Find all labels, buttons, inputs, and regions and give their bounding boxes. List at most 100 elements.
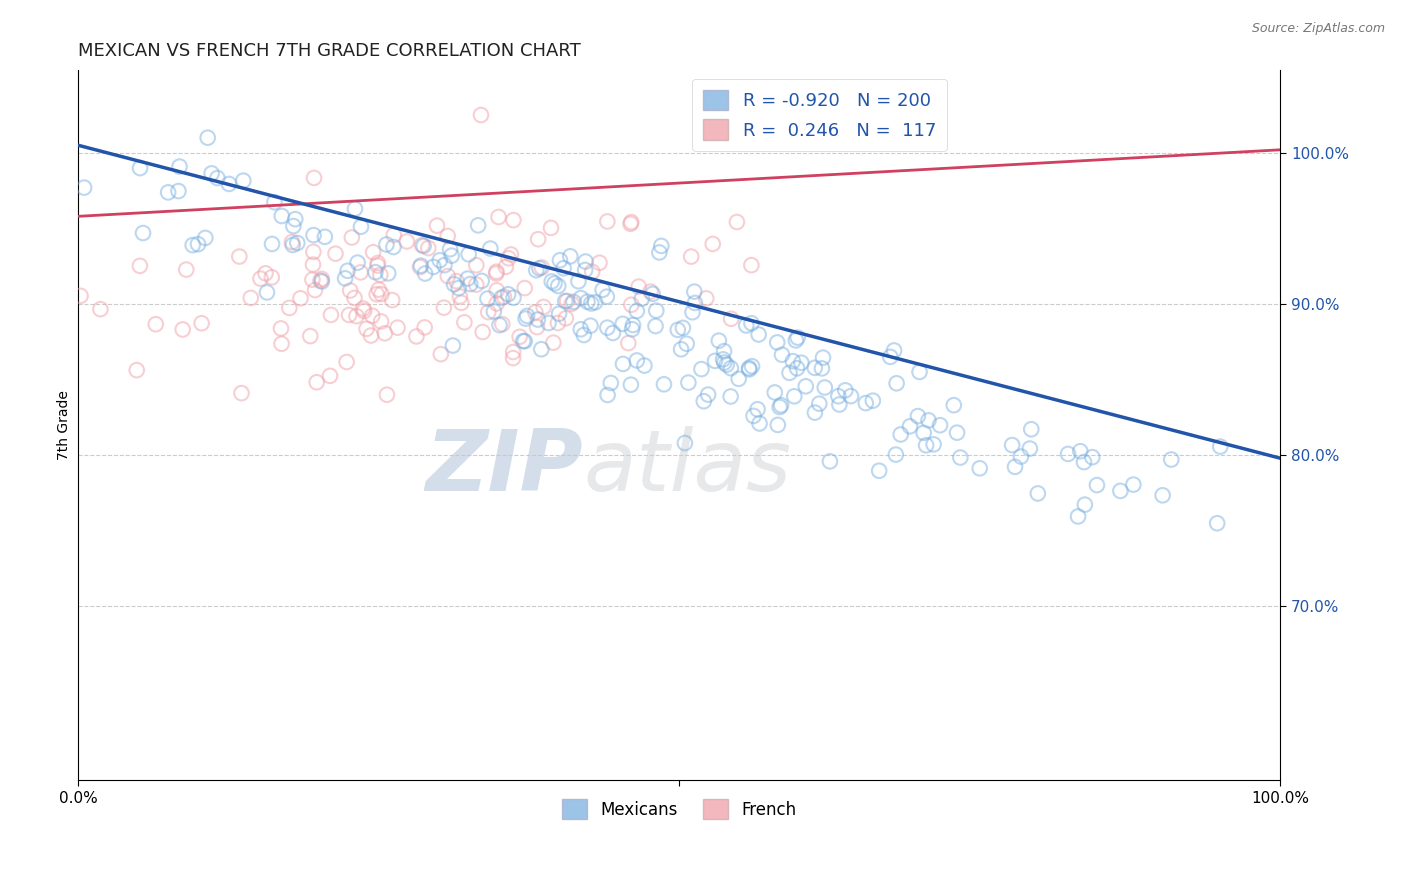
Point: [285, 235, 308, 250]
Point: [1085, 478, 1108, 492]
Point: [305, 376, 328, 390]
Point: [429, 253, 451, 268]
Point: [411, 238, 433, 252]
Point: [346, 309, 368, 323]
Legend: Mexicans, French: Mexicans, French: [555, 793, 803, 825]
Point: [619, 217, 641, 231]
Point: [302, 244, 325, 259]
Point: [197, 130, 219, 145]
Point: [720, 390, 742, 404]
Point: [512, 334, 534, 348]
Point: [270, 209, 292, 223]
Point: [485, 283, 508, 297]
Text: MEXICAN VS FRENCH 7TH GRADE CORRELATION CHART: MEXICAN VS FRENCH 7TH GRADE CORRELATION …: [79, 42, 581, 60]
Point: [626, 353, 648, 368]
Point: [648, 245, 671, 260]
Point: [449, 289, 471, 303]
Point: [626, 304, 648, 318]
Point: [281, 238, 304, 252]
Point: [526, 320, 548, 334]
Point: [513, 281, 536, 295]
Point: [644, 319, 666, 334]
Point: [879, 350, 901, 364]
Point: [270, 336, 292, 351]
Point: [395, 235, 418, 249]
Point: [747, 402, 769, 417]
Point: [471, 274, 494, 288]
Point: [167, 184, 190, 198]
Point: [537, 316, 560, 330]
Point: [336, 264, 359, 278]
Point: [529, 261, 551, 276]
Point: [1019, 422, 1042, 436]
Point: [485, 265, 508, 279]
Point: [370, 314, 392, 328]
Point: [409, 260, 432, 274]
Point: [569, 322, 592, 336]
Point: [129, 161, 152, 175]
Point: [704, 354, 727, 368]
Point: [340, 230, 363, 244]
Point: [554, 311, 576, 326]
Point: [1004, 459, 1026, 474]
Point: [543, 277, 565, 291]
Point: [763, 385, 786, 400]
Point: [592, 283, 614, 297]
Point: [502, 213, 524, 227]
Point: [360, 328, 382, 343]
Point: [488, 318, 510, 333]
Point: [547, 316, 569, 330]
Point: [693, 394, 716, 409]
Point: [922, 437, 945, 451]
Point: [621, 322, 644, 336]
Point: [620, 215, 643, 229]
Point: [339, 284, 361, 298]
Point: [367, 256, 389, 270]
Point: [738, 361, 761, 376]
Point: [770, 398, 793, 412]
Point: [457, 247, 479, 261]
Point: [1152, 488, 1174, 502]
Point: [495, 260, 517, 274]
Point: [309, 274, 332, 288]
Point: [302, 258, 325, 272]
Point: [89, 302, 111, 317]
Point: [627, 279, 650, 293]
Point: [697, 387, 720, 401]
Point: [502, 351, 524, 365]
Point: [436, 229, 458, 244]
Point: [125, 363, 148, 377]
Point: [433, 301, 456, 315]
Point: [1001, 438, 1024, 452]
Point: [218, 177, 240, 191]
Point: [228, 250, 250, 264]
Point: [1067, 509, 1090, 524]
Point: [499, 247, 522, 261]
Point: [530, 260, 553, 275]
Point: [270, 321, 292, 335]
Point: [482, 304, 505, 318]
Point: [491, 291, 513, 305]
Point: [350, 219, 373, 234]
Point: [827, 389, 849, 403]
Point: [808, 397, 831, 411]
Text: ZIP: ZIP: [426, 426, 583, 509]
Point: [157, 186, 180, 200]
Point: [554, 294, 576, 309]
Point: [145, 317, 167, 331]
Point: [1109, 483, 1132, 498]
Point: [949, 450, 972, 465]
Point: [284, 212, 307, 227]
Text: atlas: atlas: [583, 426, 792, 509]
Point: [367, 283, 389, 297]
Point: [377, 266, 399, 280]
Point: [361, 309, 384, 323]
Point: [319, 308, 342, 322]
Point: [366, 259, 388, 273]
Point: [907, 409, 929, 423]
Point: [548, 253, 571, 268]
Point: [672, 321, 695, 335]
Point: [364, 265, 387, 279]
Point: [555, 293, 578, 308]
Point: [716, 358, 738, 372]
